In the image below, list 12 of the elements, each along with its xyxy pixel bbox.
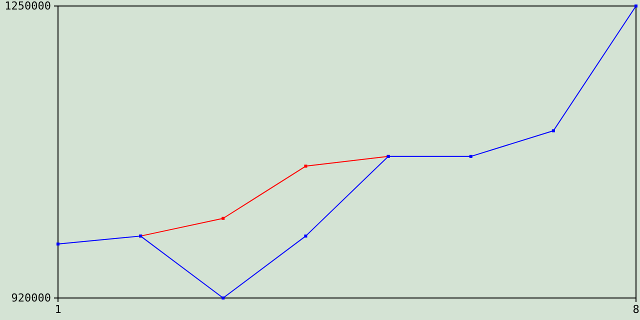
y-tick-label: 920000 xyxy=(11,292,51,305)
line-series xyxy=(56,4,638,300)
x-tick-label: 8 xyxy=(632,302,640,316)
point xyxy=(222,296,225,300)
point xyxy=(552,129,555,132)
point xyxy=(304,234,308,238)
point xyxy=(469,154,472,158)
point xyxy=(222,216,225,220)
x-tick-label: 1 xyxy=(54,302,62,316)
y-tick-label: 1250000 xyxy=(4,0,51,13)
point xyxy=(56,242,60,246)
point xyxy=(304,164,308,168)
